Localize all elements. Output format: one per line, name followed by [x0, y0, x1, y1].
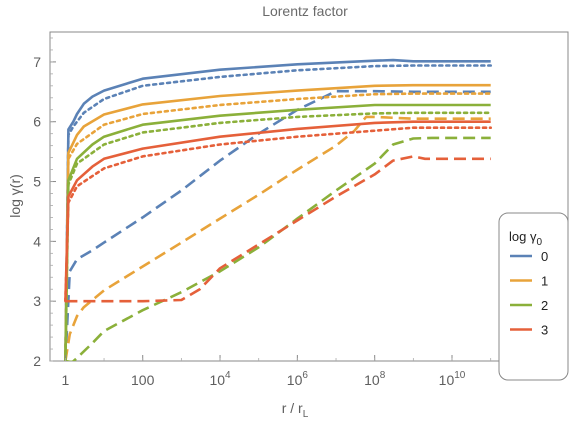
y-tick-label: 3 — [33, 293, 41, 309]
y-tick-label: 4 — [33, 233, 41, 249]
series-line-1-dotted — [64, 64, 492, 361]
series-line-0-solid — [64, 58, 491, 361]
x-tick-label: 106 — [287, 370, 309, 388]
y-axis-label: log γ(r) — [7, 174, 23, 218]
series-line-10-dotted — [64, 126, 492, 303]
series-line-5-dashed — [64, 115, 491, 361]
legend-title-main: log γ — [509, 229, 537, 244]
series-layer — [64, 58, 492, 361]
series-line-8-dashed — [65, 136, 491, 361]
series-line-9-solid — [64, 120, 491, 302]
x-tick-label: 108 — [364, 370, 386, 388]
legend-label: 0 — [541, 249, 548, 264]
series-line-4-dotted — [64, 92, 492, 361]
series-line-3-solid — [64, 83, 491, 361]
series-line-2-dashed — [64, 89, 491, 361]
plot-frame — [49, 31, 569, 362]
x-tick-label: 100 — [131, 372, 155, 388]
legend-entries: 0 1 2 3 — [510, 249, 548, 338]
x-tick-label: 104 — [209, 370, 231, 388]
y-tick-label: 2 — [33, 353, 41, 369]
legend-label: 3 — [541, 323, 548, 338]
x-axis-label-main: r / r — [282, 400, 303, 416]
x-tick-label: 1010 — [439, 370, 466, 388]
series-line-11-dashed — [65, 155, 491, 303]
series-line-7-dotted — [64, 111, 492, 361]
legend-title: log γ0 — [509, 229, 542, 248]
chart-title: Lorentz factor — [262, 3, 348, 19]
x-axis-label: r / rL — [282, 400, 309, 420]
y-tick-label: 5 — [33, 174, 41, 190]
y-tick-label: 6 — [33, 114, 41, 130]
legend-label: 2 — [541, 298, 548, 313]
legend-label: 1 — [541, 274, 548, 289]
x-tick-label: 1 — [61, 372, 69, 388]
x-axis-label-subscript: L — [303, 409, 309, 420]
y-tick-label: 7 — [33, 54, 41, 70]
legend-title-subscript: 0 — [536, 237, 542, 248]
series-line-6-solid — [64, 103, 491, 361]
